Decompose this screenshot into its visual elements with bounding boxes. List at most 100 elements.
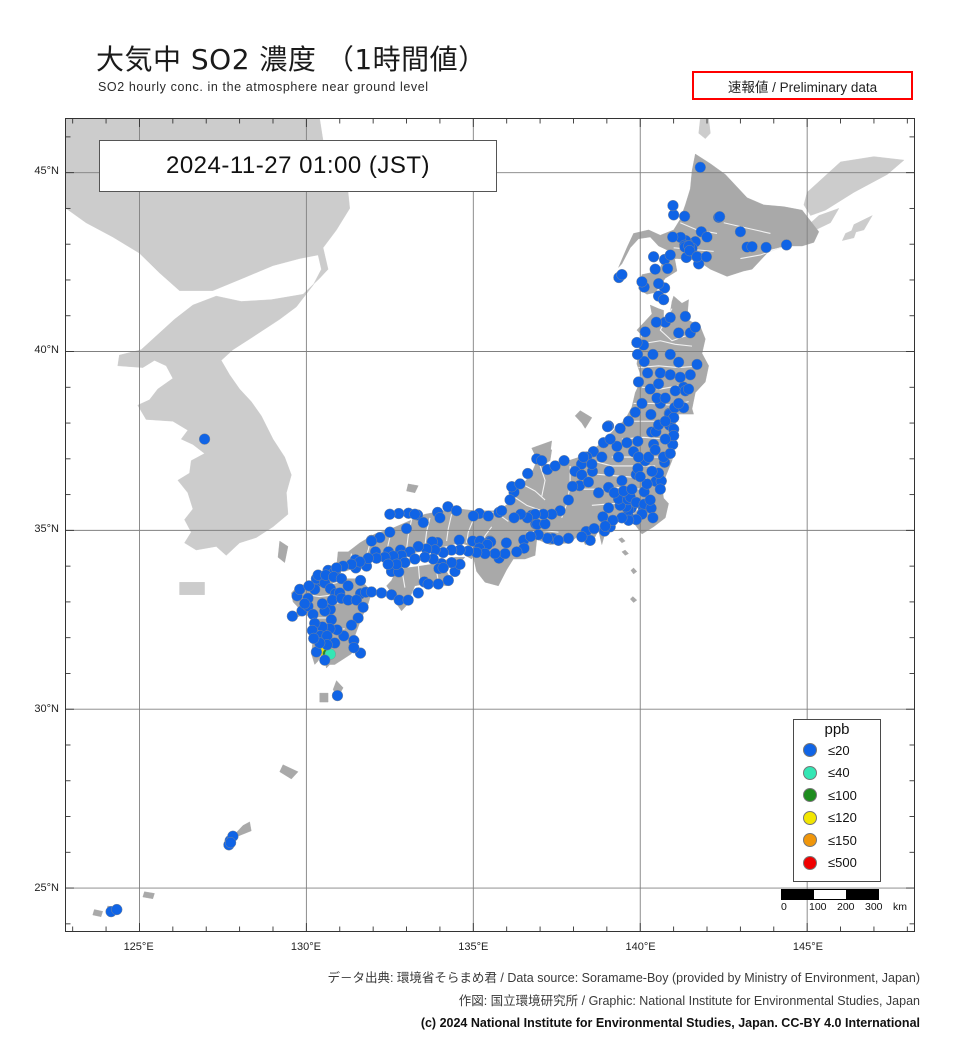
station-point[interactable] [657,294,670,306]
station-point[interactable] [525,530,537,543]
station-point[interactable] [664,348,676,361]
station-point[interactable] [384,526,396,538]
station-point[interactable] [400,522,413,535]
station-point[interactable] [348,642,360,654]
station-point[interactable] [504,494,516,506]
station-point[interactable] [442,574,454,587]
station-point[interactable] [335,573,348,585]
station-point[interactable] [375,587,388,599]
station-point[interactable] [664,249,676,261]
station-point[interactable] [382,558,394,570]
station-point[interactable] [632,376,645,388]
station-point[interactable] [496,505,508,517]
station-point[interactable] [558,455,570,467]
station-point[interactable] [409,553,421,565]
station-point[interactable] [647,512,659,524]
station-point[interactable] [646,465,658,477]
station-point[interactable] [684,369,696,381]
station-point[interactable] [467,510,479,522]
station-point[interactable] [659,392,671,404]
station-point[interactable] [592,487,605,499]
station-point[interactable] [409,508,421,520]
station-point[interactable] [667,231,679,243]
station-point[interactable] [602,502,615,514]
station-point[interactable] [673,327,685,339]
station-point[interactable] [611,440,623,452]
station-point[interactable] [342,580,354,592]
station-point[interactable] [636,397,648,410]
station-point[interactable] [586,458,598,470]
station-point[interactable] [402,594,414,606]
station-point[interactable] [674,371,686,383]
station-point[interactable] [357,601,369,613]
station-point[interactable] [303,580,315,592]
station-point[interactable] [450,505,463,517]
station-point[interactable] [434,512,446,524]
station-point[interactable] [700,251,713,263]
station-point[interactable] [536,455,548,467]
station-point[interactable] [365,535,378,547]
station-point[interactable] [659,415,671,427]
station-point[interactable] [384,508,396,520]
station-point[interactable] [626,483,638,495]
station-point[interactable] [111,903,123,916]
station-point[interactable] [422,578,434,590]
station-point[interactable] [643,451,655,463]
station-point[interactable] [607,514,619,526]
station-point[interactable] [654,483,666,495]
station-point[interactable] [621,437,633,449]
station-point[interactable] [760,241,772,253]
station-point[interactable] [664,447,676,460]
station-point[interactable] [608,487,620,499]
station-point[interactable] [319,654,331,666]
station-point[interactable] [746,241,758,253]
station-point[interactable] [652,378,665,390]
station-point[interactable] [679,210,691,222]
station-point[interactable] [631,348,644,361]
station-point[interactable] [308,632,320,645]
station-point[interactable] [683,383,695,395]
station-point[interactable] [345,619,358,631]
station-point[interactable] [432,578,444,590]
station-point[interactable] [694,161,706,173]
station-point[interactable] [645,408,657,421]
station-point[interactable] [641,478,653,490]
station-point[interactable] [689,321,701,333]
station-point[interactable] [612,451,625,463]
station-point[interactable] [601,421,614,433]
station-point[interactable] [352,612,364,624]
station-point[interactable] [650,316,662,328]
station-point[interactable] [649,263,661,275]
station-point[interactable] [286,610,298,622]
station-point[interactable] [639,326,651,338]
station-point[interactable] [644,494,656,506]
station-point[interactable] [331,689,344,702]
station-point[interactable] [412,587,424,599]
station-point[interactable] [604,433,616,445]
station-point[interactable] [780,239,793,251]
station-point[interactable] [489,548,501,560]
station-point[interactable] [664,369,676,381]
station-point[interactable] [679,310,691,323]
station-point[interactable] [648,251,660,263]
station-point[interactable] [652,277,665,290]
station-point[interactable] [701,231,713,243]
station-point[interactable] [437,562,449,574]
station-point[interactable] [734,226,747,238]
station-point[interactable] [714,211,726,223]
station-point[interactable] [673,397,685,410]
station-point[interactable] [673,356,685,368]
station-point[interactable] [514,478,526,490]
station-point[interactable] [577,451,590,463]
station-point[interactable] [659,433,671,445]
station-point[interactable] [508,512,520,524]
station-point[interactable] [350,594,363,606]
station-point[interactable] [642,367,654,379]
station-point[interactable] [453,534,465,546]
station-point[interactable] [417,516,429,529]
station-point[interactable] [499,548,511,560]
station-point[interactable] [649,444,661,456]
station-point[interactable] [385,589,398,601]
station-point[interactable] [616,269,628,281]
station-point[interactable] [599,520,611,532]
